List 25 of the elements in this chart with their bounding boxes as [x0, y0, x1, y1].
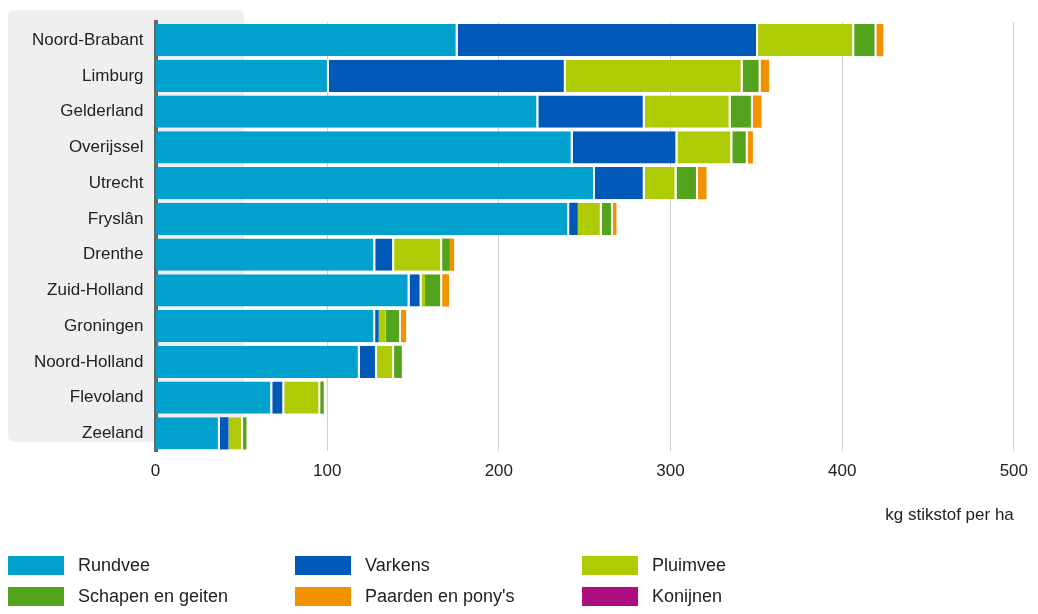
y-tick-label: Utrecht — [88, 172, 144, 192]
legend-label: Paarden en pony's — [365, 586, 515, 607]
legend-label: Rundvee — [78, 555, 151, 576]
y-tick-label: Limburg — [82, 65, 144, 85]
y-tick-label: Flevoland — [69, 387, 144, 407]
x-tick-label: 300 — [656, 461, 685, 481]
x-tick-label: 0 — [150, 461, 161, 481]
x-tick-label: 200 — [484, 461, 514, 481]
y-tick-label: Groningen — [64, 315, 144, 335]
x-tick-label: 100 — [312, 461, 342, 481]
y-tick-label: Drenthe — [83, 244, 144, 264]
legend-label: Pluimvee — [652, 555, 727, 576]
y-tick-label: Overijssel — [68, 137, 144, 157]
legend-label: Schapen en geiten — [78, 586, 229, 607]
y-tick-label: Noord-Holland — [33, 351, 144, 371]
y-tick-label: Zeeland — [82, 423, 144, 443]
x-tick-label: 400 — [827, 461, 857, 481]
y-tick-label: Fryslân — [87, 208, 144, 228]
x-axis-title: kg stikstof per ha — [885, 505, 1015, 525]
y-tick-label: Gelderland — [60, 101, 144, 121]
y-tick-label: Zuid-Holland — [47, 280, 144, 300]
x-tick-label: 500 — [999, 461, 1029, 481]
legend-label: Varkens — [365, 555, 430, 576]
y-tick-label: Noord-Brabant — [31, 29, 144, 49]
legend-label: Konijnen — [652, 586, 723, 607]
